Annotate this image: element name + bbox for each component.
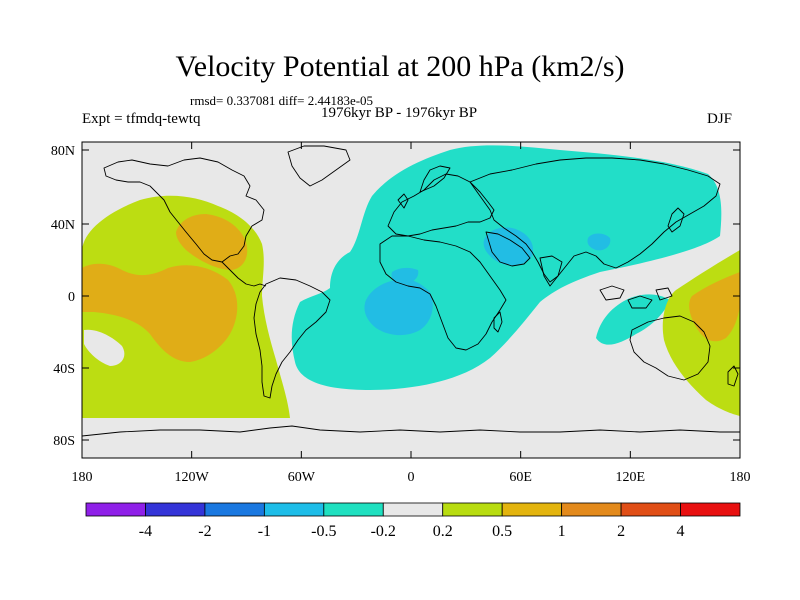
colorbar-label: 4 [677,523,685,540]
y-axis: 80N 40N 0 40S 80S [51,144,740,449]
x-tick-label: 180 [72,470,93,485]
coast-central-america [221,261,267,287]
colorbar-swatch [620,502,681,517]
contour-negative-weak-australia [596,294,670,345]
x-tick-label: 180 [730,470,751,485]
stats-line: rmsd= 0.337081 diff= 2.44183e-05 [190,93,374,108]
contour-negative-moderate-atlantic [364,278,433,336]
coast-arabia [485,231,531,267]
x-tick-label: 120W [175,470,210,485]
x-tick-label: 60W [288,470,316,485]
experiment-label: Expt = tfmdq-tewtq [82,111,201,127]
colorbar-swatch [323,502,384,517]
y-tick-label: 0 [68,290,75,305]
contour-positive-moderate-east-pacific [82,263,238,362]
coast-north-america [103,157,265,263]
y-tick-label: 40N [51,218,75,233]
colorbar-label: 0.2 [433,523,453,540]
coast-europe [387,173,495,237]
coast-south-america [253,277,331,399]
colorbar-swatch [263,502,325,517]
x-axis: 180 120W 60W 0 60E 120E 180 [72,142,751,485]
map-panel: 80N 40N 0 40S 80S 180 120W 60W 0 60E 120E 180 [51,141,751,485]
y-tick-label: 40S [53,362,75,377]
colorbar-swatch [382,502,444,517]
contour-negative-moderate-africa [391,267,419,284]
x-tick-label: 60E [509,470,532,485]
x-tick-label: 120E [616,470,646,485]
contour-negative-moderate-india [587,233,611,251]
coast-africa [379,235,507,351]
colorbar-label: 1 [558,523,566,540]
colorbar-label: 2 [617,523,625,540]
colorbar-swatch [680,502,741,517]
colorbar-label: -4 [139,523,152,540]
colorbar-swatch [204,502,265,517]
colorbar-swatch [561,502,622,517]
coast-madagascar [493,311,503,333]
coast-australia [629,315,711,381]
colorbar-swatch [85,502,146,517]
x-tick-label: 0 [408,470,415,485]
contour-fills [82,145,740,418]
colorbar-swatch [145,502,206,517]
coast-antarctica [82,425,740,437]
coast-india [539,255,563,287]
contour-negative-moderate-arabia [483,227,534,266]
contour-positive-moderate-west-pacific [689,272,740,342]
coast-se-asia-islands [599,285,673,309]
colorbar: -4 -2 -1 -0.5 -0.2 0.2 0.5 1 2 4 [85,502,741,540]
colorbar-swatch [442,502,503,517]
colorbar-label: -1 [258,523,271,540]
coast-new-zealand [727,365,739,387]
colorbar-label: -0.2 [371,523,396,540]
figure-title: Velocity Potential at 200 hPa (km2/s) [175,50,625,83]
y-tick-label: 80S [53,434,75,449]
coast-asia [469,157,721,283]
coast-british-isles [397,193,409,209]
colorbar-label: -0.5 [311,523,336,540]
colorbar-label: -2 [198,523,211,540]
period-label: 1976kyr BP - 1976kyr BP [321,105,478,121]
coast-scandinavia [419,165,451,193]
colorbar-swatch [501,502,563,517]
colorbar-label: 0.5 [492,523,512,540]
coast-greenland [287,145,351,187]
season-label: DJF [707,111,733,127]
contour-neutral-se-pacific [84,329,125,366]
y-tick-label: 80N [51,144,75,159]
coastlines [82,145,740,437]
coast-japan [667,207,685,233]
